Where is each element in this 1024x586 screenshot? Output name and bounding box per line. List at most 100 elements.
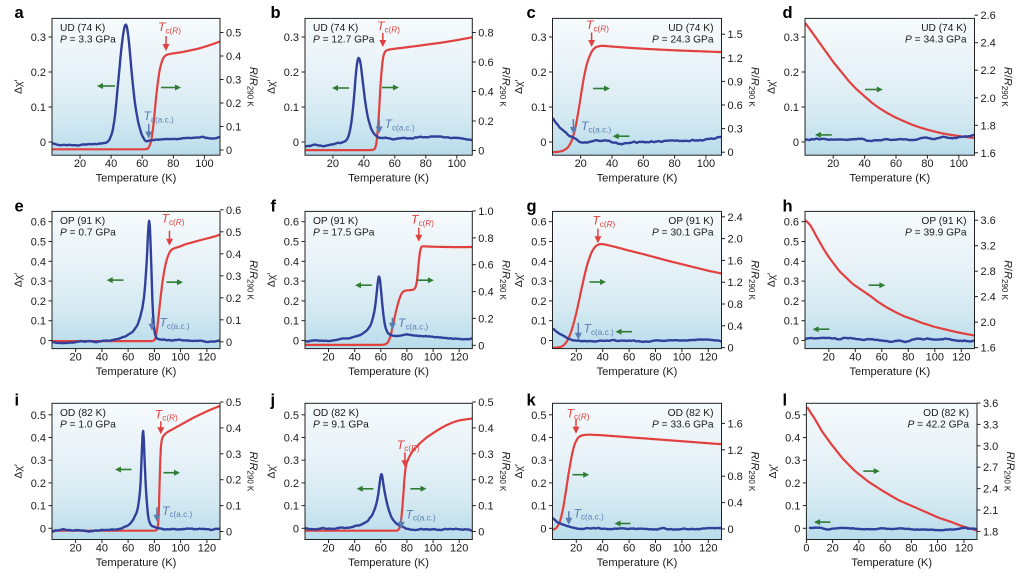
svg-text:60: 60 [637,158,649,170]
svg-text:0.2: 0.2 [784,296,799,308]
svg-text:Temperature (K): Temperature (K) [849,366,930,378]
svg-text:2.7: 2.7 [983,462,998,474]
svg-text:2.8: 2.8 [981,266,996,278]
svg-text:0.4: 0.4 [284,433,299,445]
svg-text:0.1: 0.1 [31,501,46,513]
svg-text:80: 80 [167,158,179,170]
svg-text:3.0: 3.0 [983,441,998,453]
svg-text:0.3: 0.3 [785,455,800,467]
svg-text:0.4: 0.4 [284,256,299,268]
svg-text:0.6: 0.6 [226,205,241,217]
svg-text:0.3: 0.3 [31,32,46,44]
svg-text:Temperature (K): Temperature (K) [348,173,429,185]
svg-text:40: 40 [358,158,370,170]
svg-text:2.0: 2.0 [728,234,743,246]
svg-text:80: 80 [148,351,160,363]
svg-text:20: 20 [575,158,587,170]
svg-text:0.4: 0.4 [785,433,800,445]
svg-text:0.1: 0.1 [531,501,546,513]
svg-text:80: 80 [649,542,661,554]
svg-text:0.4: 0.4 [31,256,46,268]
svg-text:100: 100 [195,158,213,170]
svg-text:40: 40 [96,351,108,363]
svg-text:0.2: 0.2 [531,67,546,79]
svg-text:1.6: 1.6 [728,255,743,267]
svg-text:40: 40 [858,158,870,170]
svg-text:0.3: 0.3 [31,276,46,288]
svg-text:Tc(R): Tc(R) [411,213,434,228]
svg-text:Δχ′: Δχ′ [513,80,525,95]
svg-text:0.4: 0.4 [478,287,493,299]
svg-text:Δχ′: Δχ′ [513,273,525,288]
svg-text:100: 100 [928,542,946,554]
svg-text:0.2: 0.2 [478,313,493,325]
svg-text:0.5: 0.5 [226,397,241,409]
svg-text:0.5: 0.5 [478,397,493,409]
svg-text:0: 0 [728,147,734,159]
svg-text:0.4: 0.4 [531,256,546,268]
svg-text:20: 20 [570,351,582,363]
svg-text:0.3: 0.3 [531,32,546,44]
svg-text:P = 24.3 GPa: P = 24.3 GPa [652,34,714,45]
svg-text:2.4: 2.4 [728,212,743,224]
svg-text:Tc(R): Tc(R) [586,18,609,33]
svg-text:40: 40 [597,351,609,363]
svg-text:80: 80 [649,351,661,363]
svg-text:0: 0 [794,523,800,535]
svg-text:0.5: 0.5 [226,227,241,239]
svg-text:i: i [15,391,20,409]
svg-text:1.2: 1.2 [728,277,743,289]
svg-text:0.1: 0.1 [284,316,299,328]
svg-text:Δχ′: Δχ′ [266,464,278,479]
svg-text:Tc(R): Tc(R) [158,20,181,35]
svg-text:0.1: 0.1 [31,316,46,328]
svg-text:40: 40 [349,351,361,363]
svg-text:0.1: 0.1 [478,501,493,513]
svg-text:Δχ′: Δχ′ [766,80,778,95]
svg-text:Tc(R): Tc(R) [162,212,185,227]
svg-text:0.1: 0.1 [226,315,241,327]
svg-text:0: 0 [793,137,799,149]
svg-text:OD (82 K): OD (82 K) [668,408,714,419]
svg-text:0: 0 [793,336,799,348]
svg-text:0.3: 0.3 [226,271,241,283]
svg-text:2.2: 2.2 [981,65,996,77]
svg-text:20: 20 [826,542,838,554]
svg-text:80: 80 [401,542,413,554]
svg-text:0.4: 0.4 [31,433,46,445]
svg-text:Tc(R): Tc(R) [592,214,615,229]
svg-text:40: 40 [849,351,861,363]
svg-text:0: 0 [478,340,484,352]
svg-text:0.3: 0.3 [226,75,241,87]
svg-text:0.5: 0.5 [531,237,546,249]
svg-text:20: 20 [823,351,835,363]
svg-text:40: 40 [105,158,117,170]
svg-text:0.3: 0.3 [531,455,546,467]
svg-text:0: 0 [226,527,232,539]
svg-text:OP (91 K): OP (91 K) [60,216,105,227]
svg-text:0.2: 0.2 [531,478,546,490]
svg-text:0.5: 0.5 [531,410,546,422]
svg-text:60: 60 [122,351,134,363]
svg-text:80: 80 [921,158,933,170]
svg-text:0.2: 0.2 [284,296,299,308]
svg-text:0.6: 0.6 [728,100,743,112]
svg-text:0.8: 0.8 [728,471,743,483]
svg-text:g: g [527,198,537,216]
svg-text:0: 0 [540,523,546,535]
svg-text:P = 17.5 GPa: P = 17.5 GPa [313,227,375,238]
svg-text:Δχ′: Δχ′ [13,464,25,479]
svg-text:0.3: 0.3 [226,449,241,461]
svg-text:80: 80 [668,158,680,170]
svg-text:0.2: 0.2 [784,67,799,79]
svg-text:P = 1.0 GPa: P = 1.0 GPa [60,419,116,430]
svg-text:2.0: 2.0 [981,317,996,329]
svg-text:0.4: 0.4 [728,498,743,510]
svg-text:20: 20 [74,158,86,170]
svg-text:UD (74 K): UD (74 K) [668,23,713,34]
svg-text:0.5: 0.5 [785,410,800,422]
svg-text:0.2: 0.2 [284,67,299,79]
svg-text:P = 0.7 GPa: P = 0.7 GPa [60,227,116,238]
svg-text:40: 40 [606,158,618,170]
svg-text:0.1: 0.1 [284,102,299,114]
